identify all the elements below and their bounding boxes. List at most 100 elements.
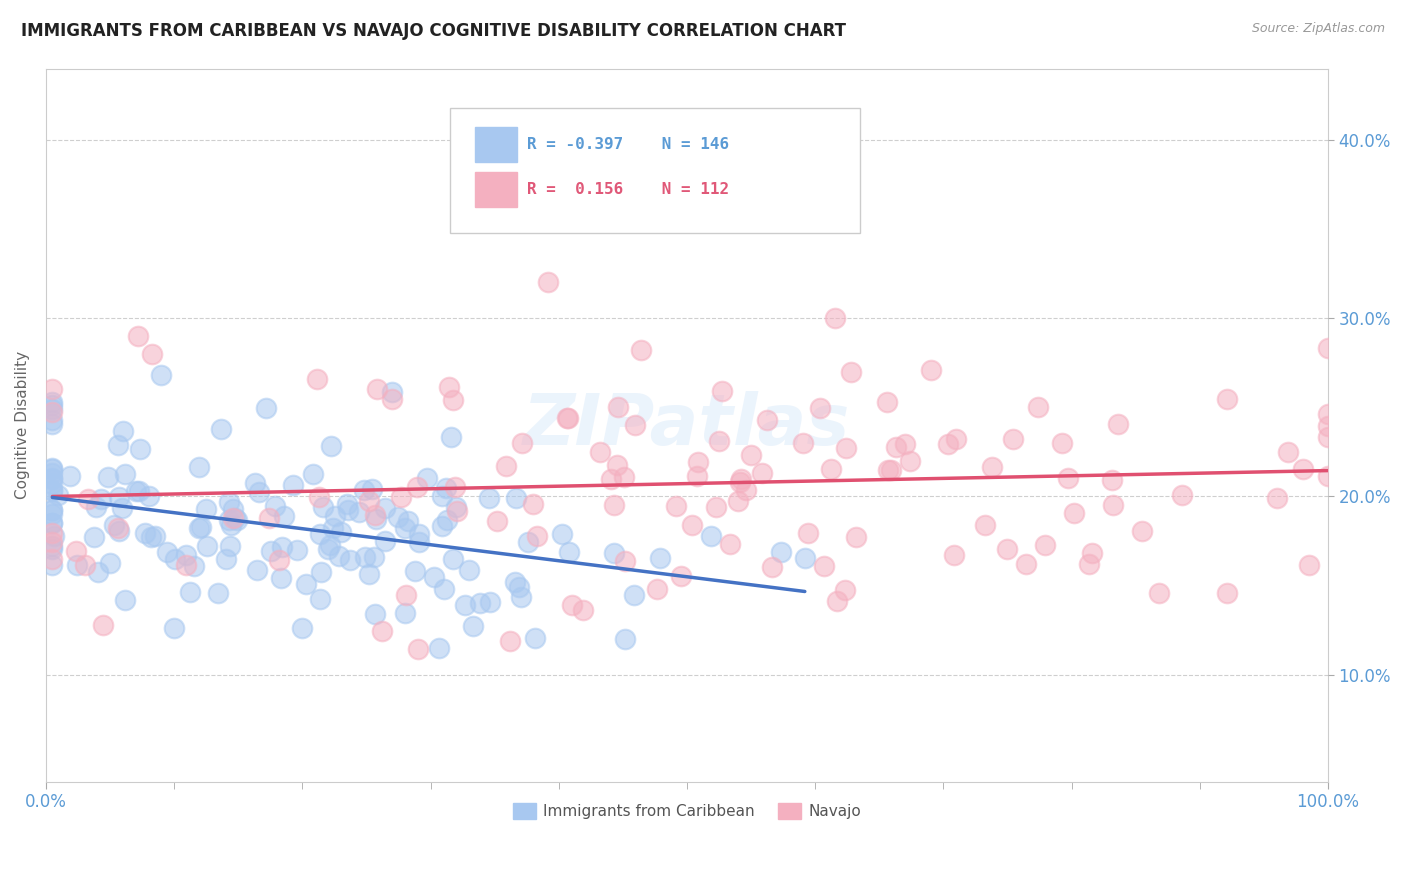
Point [138,489,160,503]
Point [623,588,645,602]
Point [381,392,404,406]
Point [41,552,63,566]
Point [211,422,233,436]
Point [108,524,131,539]
Point [728,475,751,489]
Point [523,632,546,646]
Point [443,480,465,494]
Point [41,399,63,413]
Point [111,500,134,515]
Point [174,558,197,572]
Point [77,491,100,506]
Point [756,412,779,426]
Point [614,554,637,568]
Point [381,385,404,400]
Point [260,544,283,558]
Point [323,509,346,524]
Point [522,497,544,511]
Point [613,470,636,484]
Point [446,500,468,514]
Point [183,558,205,573]
Text: ZIPatlas: ZIPatlas [523,391,851,459]
Point [423,570,446,584]
Point [517,534,540,549]
Point [432,519,454,533]
Point [436,513,458,527]
Point [727,493,749,508]
Point [1147,586,1170,600]
Point [669,568,692,582]
Point [218,495,240,509]
Point [41,462,63,476]
Point [835,441,858,455]
Point [454,598,477,612]
Point [114,593,136,607]
Point [645,582,668,597]
Point [263,499,285,513]
Point [41,382,63,396]
Point [259,511,281,525]
Point [363,550,385,565]
Point [718,537,741,551]
Point [98,556,121,570]
Point [751,466,773,480]
Point [884,440,907,454]
Point [207,586,229,600]
Point [84,500,107,515]
Point [273,509,295,524]
Point [41,539,63,553]
Point [134,526,156,541]
Point [434,481,457,495]
Point [188,459,211,474]
Point [824,311,846,326]
Point [329,524,352,539]
Point [319,538,342,552]
Point [254,401,277,415]
Point [396,514,419,528]
Point [247,484,270,499]
Point [347,505,370,519]
Point [353,550,375,565]
Point [711,384,734,398]
Point [361,483,384,497]
Point [1063,506,1085,520]
Point [197,539,219,553]
FancyBboxPatch shape [475,172,516,207]
Point [820,461,842,475]
Point [1298,558,1320,573]
Point [309,527,332,541]
Point [551,527,574,541]
Point [176,549,198,563]
Point [734,483,756,497]
Point [124,484,146,499]
Point [128,484,150,499]
Point [603,498,626,512]
Point [457,563,479,577]
Point [486,514,509,528]
Point [557,545,579,559]
Point [41,472,63,486]
Point [107,521,129,535]
Point [309,591,332,606]
Point [437,379,460,393]
Point [41,542,63,557]
Point [41,516,63,531]
Point [374,500,396,515]
Point [702,204,724,219]
Point [141,530,163,544]
Point [41,466,63,480]
Point [107,490,129,504]
Point [463,619,485,633]
Point [505,575,527,590]
Point [1001,432,1024,446]
Point [770,545,793,559]
Point [41,507,63,521]
Point [1077,558,1099,572]
Point [218,513,240,527]
Point [825,594,848,608]
Point [433,582,456,597]
Point [41,535,63,549]
Point [1216,392,1239,406]
Point [141,347,163,361]
Point [1292,461,1315,475]
